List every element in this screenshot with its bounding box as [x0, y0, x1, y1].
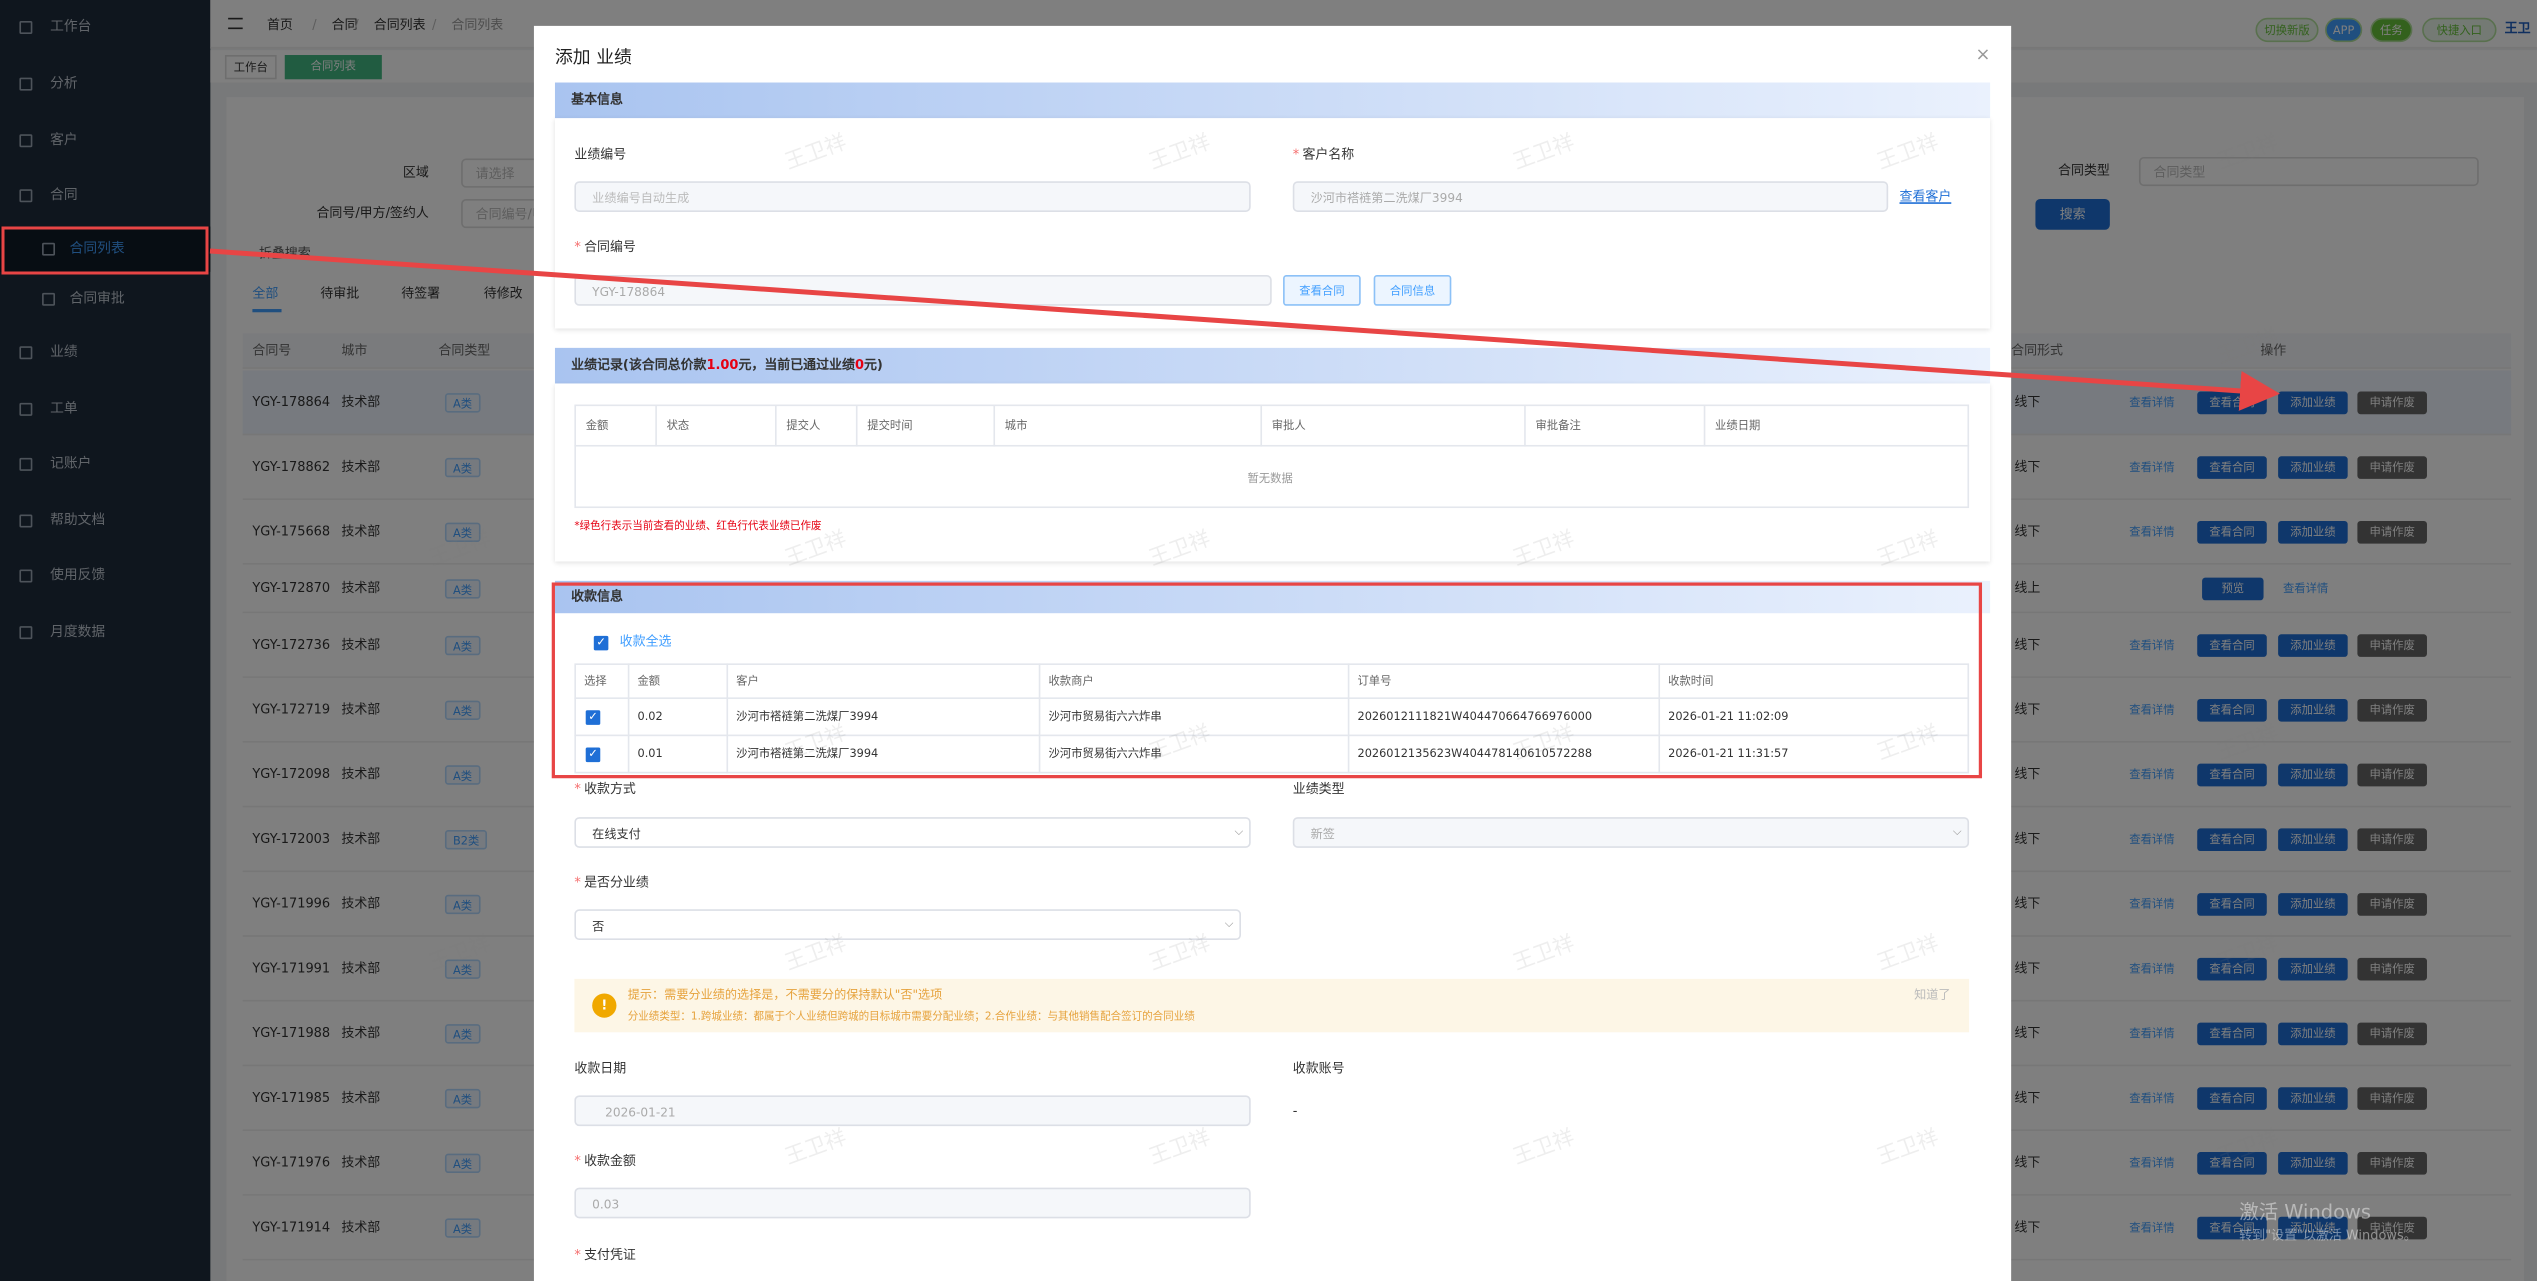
input: 0.03 — [574, 1187, 1251, 1219]
row-border — [574, 697, 1970, 699]
input: 新签 — [1292, 817, 1970, 848]
tip-close[interactable]: 知道了 — [1914, 986, 1951, 1002]
header-part: 1.00 — [706, 357, 739, 373]
col-border — [627, 663, 630, 774]
column-header: 提交时间 — [867, 419, 913, 433]
column-header: 审批备注 — [1535, 419, 1581, 433]
column-header: 城市 — [1004, 419, 1028, 433]
os-notice: 转到"设置"以激活 Windows。 — [2239, 1228, 2417, 1243]
column-header: 金额 — [637, 674, 661, 688]
input: 业绩编号自动生成 — [574, 181, 1251, 212]
button[interactable]: 查看合同 — [1283, 275, 1361, 306]
cell: 2026-01-21 11:31:57 — [1668, 747, 1789, 761]
col-border — [1038, 663, 1041, 774]
required-mark: * — [574, 875, 581, 890]
field-label: 收款金额 — [584, 1153, 636, 1169]
field-label: 支付凭证 — [584, 1247, 636, 1263]
cell: 2026-01-21 11:02:09 — [1668, 710, 1789, 724]
input: 否 — [574, 909, 1241, 941]
required-mark: * — [574, 781, 581, 797]
header-part: 0 — [854, 357, 864, 373]
col-border — [1658, 663, 1661, 774]
table-header-row — [574, 404, 1970, 447]
required-mark: * — [574, 1247, 581, 1263]
link[interactable]: 查看客户 — [1899, 189, 1952, 204]
modal: 添加 业绩 × 基本信息 业绩编号 业绩编号自动生成 * 客户名称 沙河市褡裢第二洗煤厂399… — [533, 25, 2012, 1281]
input: YGY-178864 — [574, 275, 1272, 306]
cell: 2026012111821W404470664766976000 — [1357, 710, 1593, 724]
col-border — [655, 404, 657, 447]
input: 2026-01-21 — [574, 1095, 1251, 1127]
section-header: 基本信息 — [554, 82, 1991, 119]
tip-body: 分业绩类型：1.跨城业绩：都属于个人业绩但跨城的目标城市需要分配业绩；2.合作业… — [627, 1009, 1195, 1023]
col-border — [1524, 404, 1526, 447]
input: 沙河市褡裢第二洗煤厂3994 — [1292, 181, 1889, 212]
checkbox[interactable]: ✓ — [585, 710, 601, 725]
col-border — [726, 663, 729, 774]
field-label: 收款日期 — [574, 1061, 627, 1076]
col-border — [1703, 404, 1706, 447]
required-mark: * — [1292, 147, 1300, 162]
button[interactable]: 合同信息 — [1373, 275, 1452, 306]
row-border — [574, 734, 1970, 737]
table — [574, 663, 1970, 774]
col-border — [993, 404, 996, 447]
field-label: 业绩编号 — [574, 147, 627, 162]
cell: 沙河市贸易街六六炸串 — [1048, 747, 1162, 761]
header-part: 业绩记录(该合同总价款 — [571, 357, 707, 373]
field-label: 客户名称 — [1302, 147, 1355, 162]
column-header: 业绩日期 — [1715, 419, 1761, 433]
column-header: 订单号 — [1357, 674, 1392, 688]
warning-icon: ! — [592, 993, 617, 1018]
tip-box — [574, 978, 1970, 1033]
cell: 沙河市贸易街六六炸串 — [1048, 710, 1162, 724]
highlight-box — [551, 582, 1983, 779]
checkbox-label: 收款全选 — [619, 634, 672, 649]
column-header: 提交人 — [786, 419, 821, 433]
dropdown-arrow: ⌵ — [1224, 917, 1234, 931]
required-mark: * — [574, 1153, 581, 1169]
required-mark: * — [574, 239, 581, 255]
dropdown-arrow: ⌵ — [1952, 825, 1962, 839]
cell: 0.02 — [637, 710, 663, 724]
field-label: 是否分业绩 — [584, 875, 649, 890]
cell: 0.01 — [637, 747, 663, 761]
cell: 2026012135623W404478140610572288 — [1357, 747, 1593, 761]
column-header: 选择 — [584, 674, 607, 688]
empty-text: 暂无数据 — [1247, 472, 1293, 486]
col-border — [775, 404, 777, 447]
column-header: 审批人 — [1271, 419, 1306, 433]
cell: 沙河市褡裢第二洗煤厂3994 — [736, 747, 879, 761]
column-header: 金额 — [585, 419, 609, 433]
checkbox[interactable]: ✓ — [585, 747, 601, 763]
field-label: 合同编号 — [584, 239, 636, 255]
tip-title: 提示：需要分业绩的选择是，不需要分的保持默认"否"选项 — [627, 986, 943, 1002]
field-value: - — [1292, 1103, 1298, 1119]
col-border — [1260, 404, 1263, 447]
note: *绿色行表示当前查看的业绩、红色行代表业绩已作废 — [574, 519, 822, 533]
field-label: 业绩类型 — [1292, 781, 1345, 797]
os-notice: 激活 Windows — [2239, 1200, 2371, 1224]
col-border — [855, 404, 858, 447]
col-border — [1347, 663, 1350, 774]
field-label: 收款方式 — [584, 781, 636, 797]
checkbox[interactable]: ✓ — [593, 635, 609, 651]
cell: 沙河市褡裢第二洗煤厂3994 — [736, 710, 879, 724]
header-part: 元) — [863, 357, 883, 373]
header-part: 元，当前已通过业绩 — [738, 357, 855, 373]
dropdown-arrow: ⌵ — [1234, 825, 1244, 839]
field-label: 收款账号 — [1292, 1061, 1345, 1076]
column-header: 客户 — [736, 674, 759, 688]
column-header: 收款时间 — [1668, 674, 1714, 688]
section-header: 业绩记录(该合同总价款1.00元，当前已通过业绩0元) — [554, 347, 1991, 384]
table — [574, 404, 1970, 509]
column-header: 状态 — [666, 419, 690, 433]
input: 在线支付 — [574, 817, 1251, 848]
section-header: 收款信息 — [554, 580, 1991, 614]
column-header: 收款商户 — [1048, 674, 1094, 688]
close-button[interactable]: × — [1975, 43, 1991, 65]
modal-title: 添加 业绩 — [554, 46, 632, 68]
